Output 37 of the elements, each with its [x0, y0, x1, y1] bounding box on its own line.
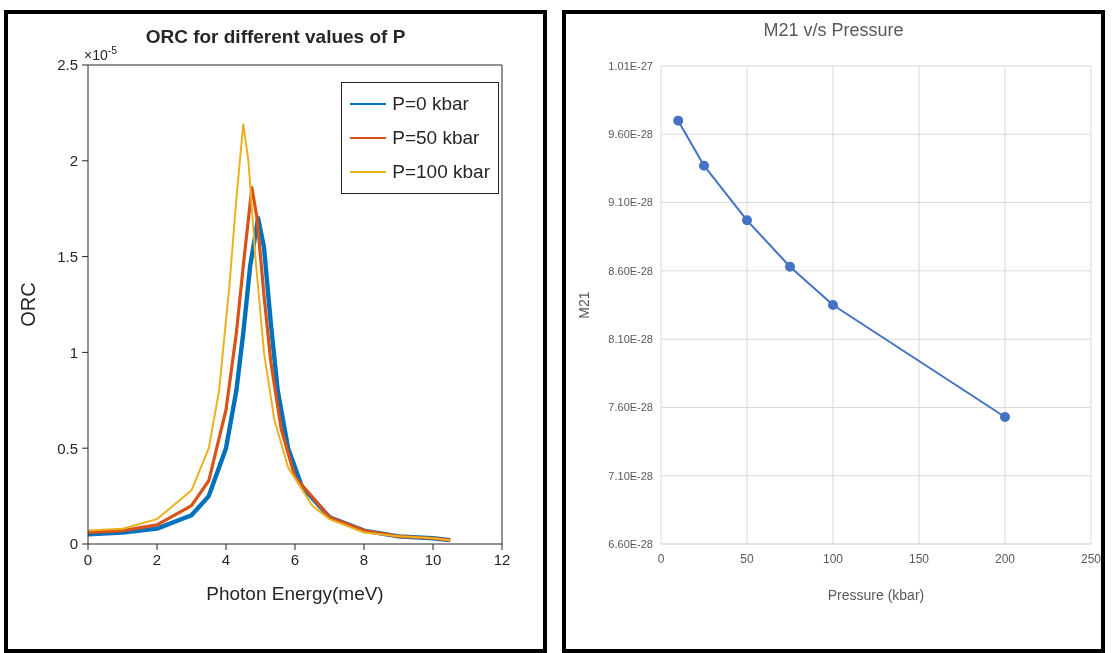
x-tick-label: 0 — [657, 551, 665, 566]
y-tick-label: 2.5 — [57, 56, 78, 74]
x-tick-label: 6 — [290, 550, 300, 568]
x-axis-title: Pressure (kbar) — [827, 587, 925, 603]
x-tick-label: 12 — [493, 550, 511, 568]
legend-label: P=100 kbar — [392, 160, 490, 184]
y-tick-label: 7.60E-28 — [608, 401, 653, 414]
chart-title: M21 v/s Pressure — [762, 20, 905, 41]
text: ×10$^{-5}$ — [84, 44, 118, 63]
legend-label: P=50 kbar — [392, 126, 480, 150]
x-tick-label: 200 — [994, 551, 1016, 566]
y-tick-label: 0.5 — [57, 439, 78, 457]
y-tick-label: 0 — [69, 535, 78, 553]
x-tick-label: 250 — [1080, 551, 1102, 566]
x-tick-label: 10 — [424, 550, 442, 568]
y-tick-label: 1.01E-27 — [608, 59, 653, 72]
y-tick-label: 1 — [69, 343, 78, 361]
y-tick-label: 1.5 — [57, 247, 78, 265]
y-axis-title: ORC — [17, 282, 40, 327]
x-tick-label: 4 — [221, 550, 231, 568]
chart-title: ORC for different values of P — [145, 26, 406, 47]
x-tick-label: 150 — [908, 551, 930, 566]
y-tick-label: 2 — [69, 152, 78, 170]
y-tick-label: 8.60E-28 — [608, 264, 653, 277]
x-axis-title: Photon Energy(meV) — [206, 583, 384, 604]
y-tick-label: 9.60E-28 — [608, 128, 653, 141]
x-tick-label: 0 — [83, 550, 93, 568]
y-tick-label: 8.10E-28 — [608, 333, 653, 346]
x-tick-label: 100 — [822, 551, 844, 566]
x-tick-label: 2 — [152, 550, 162, 568]
y-tick-label: 7.10E-28 — [608, 469, 653, 482]
x-tick-label: 50 — [740, 551, 754, 566]
x-tick-label: 8 — [359, 550, 369, 568]
legend-label: P=0 kbar — [392, 92, 469, 116]
y-axis-title: M21 — [575, 291, 592, 319]
y-tick-label: 9.10E-28 — [608, 196, 653, 209]
y-tick-label: 6.60E-28 — [608, 537, 653, 550]
